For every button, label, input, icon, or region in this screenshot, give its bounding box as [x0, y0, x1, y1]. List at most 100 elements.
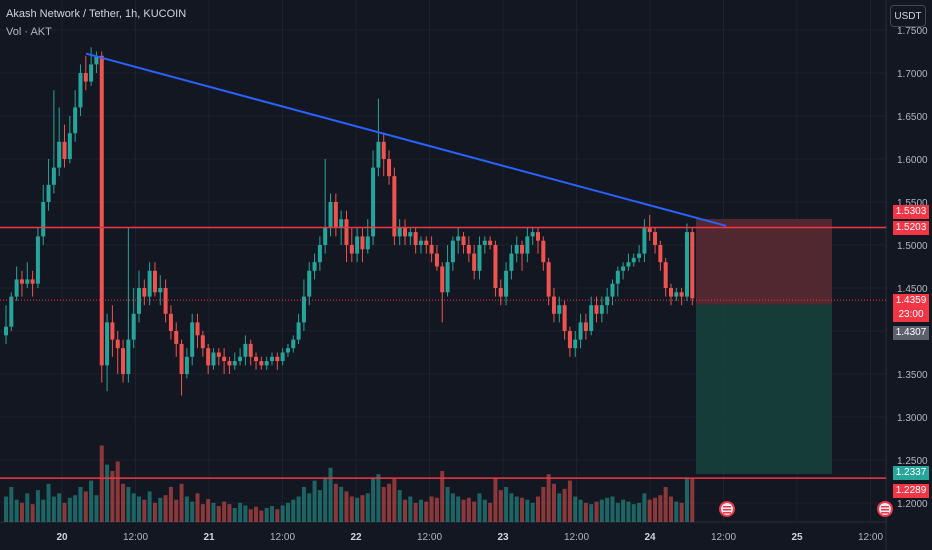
candle-body — [163, 288, 168, 314]
x-tick-label: 12:00 — [123, 532, 148, 543]
candle-body — [381, 141, 386, 159]
volume-bar — [456, 496, 461, 522]
candle-body — [599, 305, 604, 314]
volume-bar — [291, 499, 296, 522]
volume-bar — [339, 486, 344, 522]
candle-body — [466, 245, 471, 254]
volume-bar — [477, 493, 482, 522]
volume-bar — [78, 486, 83, 522]
volume-bar — [195, 493, 200, 522]
y-tick-label: 1.3500 — [897, 370, 928, 381]
volume-bar — [445, 486, 450, 522]
candle-body — [137, 288, 141, 314]
volume-bar — [67, 497, 72, 522]
candle-body — [403, 227, 407, 237]
candle-body — [110, 322, 115, 340]
trendline — [85, 52, 727, 227]
volume-bar — [163, 495, 168, 522]
x-tick-label: 25 — [791, 532, 803, 543]
candle-body — [222, 356, 227, 362]
candle-body — [339, 219, 344, 228]
candle-body — [637, 253, 642, 258]
volume-bar — [509, 493, 514, 522]
volume-bar — [285, 502, 290, 522]
volume-bar — [270, 506, 274, 522]
candle-body — [94, 55, 99, 65]
x-tick-label: 12:00 — [711, 532, 736, 543]
volume-indicator-label[interactable]: Vol · AKT — [6, 26, 52, 38]
candle-body — [418, 240, 423, 245]
candle-body — [280, 352, 285, 362]
volume-bar — [25, 493, 30, 522]
candle-body — [530, 232, 535, 237]
candle-body — [450, 240, 455, 263]
candle-body — [89, 64, 94, 82]
volume-bar — [658, 495, 663, 522]
volume-bar — [137, 496, 141, 522]
volume-bar — [493, 477, 498, 522]
candle-body — [679, 292, 684, 297]
candle-body — [179, 343, 184, 374]
volume-bar — [621, 499, 626, 522]
price-label: 1.4307 — [893, 326, 929, 340]
volume-bar — [514, 496, 519, 522]
take-profit-zone — [696, 304, 832, 475]
price-axis[interactable]: 1.7500 1.7000 1.6500 1.6000 1.5500 1.5000 1.45… — [897, 26, 928, 510]
volume-bar — [115, 461, 120, 522]
volume-bar — [349, 496, 354, 522]
volume-bar — [280, 505, 285, 522]
candle-body — [184, 356, 189, 374]
x-tick-label: 12:00 — [564, 532, 589, 543]
volume-bar — [264, 507, 269, 522]
candle-body — [131, 313, 136, 340]
candle-body — [216, 352, 221, 357]
candlesticks — [4, 47, 695, 396]
candle-body — [307, 270, 312, 297]
candle-body — [684, 232, 689, 297]
candle-body — [642, 227, 647, 254]
x-tick-label: 24 — [644, 532, 656, 543]
candle-body — [115, 339, 120, 349]
volume-bar — [360, 495, 365, 522]
candle-body — [105, 322, 110, 366]
flag-stripe — [723, 506, 731, 508]
volume-bar — [631, 504, 636, 522]
candle-body — [296, 322, 301, 340]
volume-bar — [504, 486, 509, 522]
candle-body — [408, 232, 413, 237]
volume-bar — [328, 467, 333, 522]
volume-bar — [583, 502, 588, 522]
candle-body — [158, 288, 163, 293]
candle-body — [360, 236, 365, 250]
volume-bar — [408, 496, 413, 522]
price-label: 23:00 — [893, 308, 929, 322]
currency-button[interactable]: USDT — [890, 5, 926, 27]
candle-body — [631, 257, 636, 263]
volume-bar — [211, 502, 216, 522]
candle-body — [615, 270, 620, 284]
flag-stripe — [723, 512, 731, 514]
volume-bar — [333, 483, 338, 522]
volume-bar — [254, 506, 259, 522]
time-axis[interactable]: 20 12:00 21 12:00 22 12:00 23 12:00 24 12:00 25 12:… — [56, 532, 883, 543]
volume-bar — [520, 497, 525, 522]
candle-body — [4, 326, 8, 336]
volume-bar — [387, 483, 392, 522]
candle-body — [365, 236, 370, 250]
candle-body — [371, 167, 376, 237]
volume-bar — [567, 480, 572, 522]
candle-body — [25, 279, 30, 284]
candle-body — [413, 232, 418, 245]
volume-bar — [371, 477, 376, 522]
candle-body — [206, 348, 211, 366]
candle-body — [333, 202, 338, 228]
volume-bar — [216, 506, 221, 522]
symbol-title[interactable]: Akash Network / Tether, 1h, KUCOIN — [6, 8, 187, 20]
volume-bar — [440, 471, 445, 522]
volume-bar — [546, 474, 551, 522]
volume-bar — [684, 477, 689, 522]
candle-body — [653, 232, 658, 245]
volume-bar — [381, 486, 386, 522]
volume-bar — [355, 497, 360, 522]
